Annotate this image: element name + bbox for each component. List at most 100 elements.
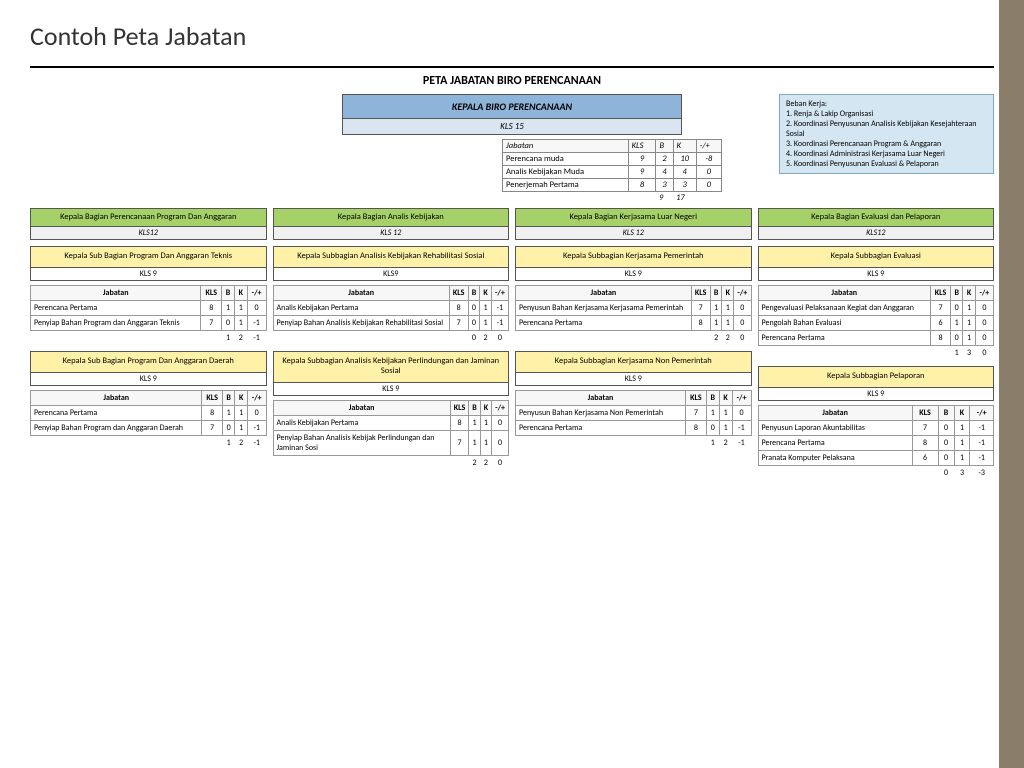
table-row: Penyiap Bahan Analisis Kebijak Perlindun…: [273, 430, 509, 455]
detail-table: JabatanKLSBK-/+Penyusun Laporan Akuntabi…: [758, 405, 995, 480]
col-header: KLS: [930, 286, 950, 301]
col-header: K: [234, 286, 247, 301]
sum-row: 03-3: [758, 465, 994, 480]
col-header: KLS: [685, 390, 706, 405]
col-header: KLS: [628, 140, 656, 153]
branch-kls: KLS 12: [515, 227, 752, 240]
table-row: Analis Kebijakan Muda9440: [503, 166, 722, 179]
beban-kerja-item: 3. Koordinasi Perencanaan Program & Angg…: [786, 139, 987, 149]
sheet-title: PETA JABATAN BIRO PERENCANAAN: [30, 72, 994, 94]
col-header: -/+: [975, 286, 993, 301]
detail-table: JabatanKLSBK-/+Analis Kebijakan Pertama8…: [273, 400, 510, 470]
sub-title: Kepala Subbagian Analisis Kebijakan Perl…: [273, 351, 510, 383]
col-header: KLS: [449, 286, 468, 301]
sum-row: 917: [503, 192, 722, 205]
sub-kls: KLS 9: [758, 268, 995, 281]
beban-kerja-item: 5. Koordinasi Penyusunan Evaluasi & Pela…: [786, 159, 987, 169]
col-header: K: [722, 286, 734, 301]
table-row: Perencana muda9210-8: [503, 153, 722, 166]
col-header: KLS: [450, 400, 469, 415]
col-header: -/+: [492, 400, 509, 415]
table-row: Penerjemah Pertama8330: [503, 179, 722, 192]
branches-row: Kepala Bagian Perencanaan Program Dan An…: [30, 208, 994, 480]
beban-kerja-item: 1. Renja & Lakip Organisasi: [786, 109, 987, 119]
sub-kls: KLS9: [273, 268, 510, 281]
col-header: Jabatan: [273, 286, 449, 301]
sub-title: Kepala Subbagian Pelaporan: [758, 366, 995, 388]
col-header: KLS: [912, 405, 938, 420]
col-header: K: [673, 140, 696, 153]
col-header: -/+: [734, 286, 751, 301]
table-row: Perencana Pertama8110: [31, 405, 267, 420]
branch-title: Kepala Bagian Kerjasama Luar Negeri: [515, 208, 752, 227]
table-row: Analis Kebijakan Pertama801-1: [273, 301, 509, 316]
sub-kls: KLS 9: [758, 388, 995, 401]
detail-table: JabatanKLSBK-/+Analis Kebijakan Pertama8…: [273, 285, 510, 345]
sum-row: 130: [758, 346, 994, 361]
branch-title: Kepala Bagian Perencanaan Program Dan An…: [30, 208, 267, 227]
table-row: Perencana Pertama801-1: [516, 420, 752, 435]
sum-row: 020: [273, 331, 509, 346]
col-header: B: [468, 286, 480, 301]
col-header: K: [954, 405, 970, 420]
table-row: Penyiap Bahan Program dan Anggaran Daera…: [31, 420, 267, 435]
table-row: Penyiap Bahan Analisis Kebijakan Rehabil…: [273, 316, 509, 331]
branch-title: Kepala Bagian Analis Kebijakan: [273, 208, 510, 227]
branch-kls: KLS 12: [273, 227, 510, 240]
col-header: K: [480, 286, 492, 301]
col-header: KLS: [691, 286, 710, 301]
table-row: Perencana Pertama8110: [31, 301, 267, 316]
col-header: -/+: [732, 390, 751, 405]
root-title: KEPALA BIRO PERENCANAAN: [342, 94, 682, 119]
col-header: KLS: [201, 286, 222, 301]
col-header: B: [706, 390, 719, 405]
sub-kls: KLS 9: [515, 373, 752, 386]
col-header: KLS: [202, 390, 222, 405]
col-header: Jabatan: [503, 140, 629, 153]
table-row: Perencana Pertama8010: [758, 331, 994, 346]
beban-kerja-box: Beban Kerja: 1. Renja & Lakip Organisasi…: [779, 94, 994, 174]
sub-kls: KLS 9: [30, 373, 267, 386]
table-row: Pengevaluasi Pelaksanaan Kegiat dan Angg…: [758, 301, 994, 316]
col-header: B: [951, 286, 963, 301]
sub-title: Kepala Sub Bagian Program Dan Anggaran T…: [30, 246, 267, 268]
sub-kls: KLS 9: [273, 383, 510, 396]
table-row: Perencana Pertama801-1: [758, 435, 994, 450]
accent-bar: [999, 0, 1024, 768]
branch-kls: KLS12: [758, 227, 995, 240]
col-header: Jabatan: [758, 286, 930, 301]
col-header: B: [222, 286, 235, 301]
col-header: B: [710, 286, 722, 301]
col-header: Jabatan: [758, 405, 912, 420]
col-header: K: [480, 400, 491, 415]
col-header: K: [719, 390, 732, 405]
col-header: Jabatan: [31, 390, 202, 405]
branch: Kepala Bagian Kerjasama Luar NegeriKLS 1…: [515, 208, 752, 480]
sub-title: Kepala Sub Bagian Program Dan Anggaran D…: [30, 351, 267, 373]
table-row: Penyiap Bahan Program dan Anggaran Tekni…: [31, 316, 267, 331]
table-row: Perencana Pertama8110: [516, 316, 752, 331]
page-title: Contoh Peta Jabatan: [30, 20, 994, 52]
detail-table: JabatanKLSBK-/+Penyusun Bahan Kerjasama …: [515, 285, 752, 345]
sub-kls: KLS 9: [515, 268, 752, 281]
col-header: B: [656, 140, 673, 153]
col-header: -/+: [491, 286, 508, 301]
sum-row: 220: [516, 331, 752, 346]
col-header: K: [963, 286, 975, 301]
sum-row: 12-1: [31, 331, 267, 346]
table-row: Penyusun Laporan Akuntabilitas701-1: [758, 420, 994, 435]
branch: Kepala Bagian Evaluasi dan PelaporanKLS1…: [758, 208, 995, 480]
sub-title: Kepala Subbagian Evaluasi: [758, 246, 995, 268]
col-header: Jabatan: [31, 286, 201, 301]
branch-kls: KLS12: [30, 227, 267, 240]
sum-row: 12-1: [31, 435, 267, 450]
sub-title: Kepala Subbagian Analisis Kebijakan Reha…: [273, 246, 510, 268]
beban-kerja-title: Beban Kerja:: [786, 99, 987, 109]
sum-row: 12-1: [516, 435, 752, 450]
table-row: Penyusun Bahan Kerjasama Non Pemerintah7…: [516, 405, 752, 420]
col-header: -/+: [247, 390, 266, 405]
col-header: K: [235, 390, 248, 405]
branch-title: Kepala Bagian Evaluasi dan Pelaporan: [758, 208, 995, 227]
col-header: B: [469, 400, 480, 415]
detail-table: JabatanKLSBK-/+Pengevaluasi Pelaksanaan …: [758, 285, 995, 360]
